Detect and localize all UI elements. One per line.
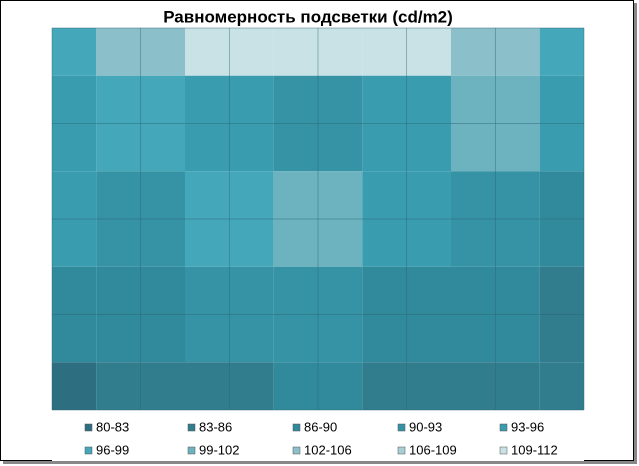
legend-swatch [499,446,508,455]
contour-cell [52,28,97,76]
legend-label: 93-96 [511,419,544,434]
legend-label: 106-109 [409,442,457,457]
legend-label: 109-112 [511,442,558,457]
legend-label: 90-93 [409,419,442,434]
legend-swatch [499,423,508,432]
legend-swatch [292,446,301,455]
legend-swatch [187,446,196,455]
contour-cell [539,28,584,76]
legend-swatch [187,423,196,432]
chart-title: Равномерность подсветки (cd/m2) [163,7,453,26]
legend-label: 80-83 [96,419,129,434]
plot-area [51,27,585,411]
contour-cell [539,362,584,410]
legend-swatch [84,423,93,432]
legend-label: 86-90 [304,419,337,434]
legend-label: 99-102 [199,442,239,457]
contour-cell [52,362,97,410]
legend-label: 96-99 [96,442,129,457]
legend-swatch [84,446,93,455]
legend-label: 102-106 [304,442,352,457]
legend [52,411,584,461]
legend-swatch [397,423,406,432]
legend-label: 83-86 [199,419,232,434]
legend-swatch [397,446,406,455]
legend-swatch [292,423,301,432]
